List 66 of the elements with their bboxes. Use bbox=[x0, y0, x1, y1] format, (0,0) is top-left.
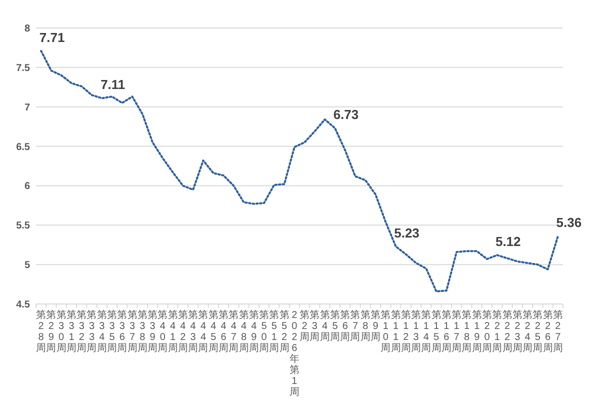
data-label: 7.71 bbox=[39, 30, 65, 45]
x-tick-label: 第47周 bbox=[228, 309, 239, 354]
y-tick-label: 6 bbox=[24, 181, 30, 192]
x-tick-label: 第3周 bbox=[310, 309, 320, 343]
x-tick-label: 第43周 bbox=[188, 309, 198, 354]
y-tick-label: 6.5 bbox=[16, 142, 30, 153]
x-tick-label: 第39周 bbox=[148, 309, 158, 354]
x-tick-label: 第52周 bbox=[279, 309, 290, 354]
x-tick-label: 第8周 bbox=[360, 309, 370, 343]
x-tick-label: 第13周 bbox=[411, 309, 422, 354]
x-tick-label: 第44周 bbox=[198, 309, 208, 354]
x-tick-label: 第31周 bbox=[66, 309, 76, 354]
x-tick-label: 第21周 bbox=[492, 309, 502, 354]
x-tick-label: 第2周 bbox=[300, 309, 310, 343]
x-tick-label: 第38周 bbox=[137, 309, 148, 354]
x-tick-label: 第26周 bbox=[542, 309, 553, 354]
y-tick-label: 5 bbox=[24, 260, 30, 272]
y-tick-label: 5.5 bbox=[16, 220, 30, 232]
data-label: 6.73 bbox=[333, 107, 359, 122]
x-tick-label: 第36周 bbox=[117, 309, 128, 354]
x-tick-label: 第9周 bbox=[370, 309, 381, 343]
x-tick-label: 第25周 bbox=[532, 309, 543, 354]
x-tick-label: 第5周 bbox=[330, 309, 340, 343]
x-tick-label: 第28周 bbox=[36, 309, 46, 354]
x-tick-label: 第30周 bbox=[56, 309, 66, 354]
x-tick-label: 第15周 bbox=[431, 309, 442, 354]
x-tick-label: 第17周 bbox=[452, 309, 462, 354]
x-tick-label: 第49周 bbox=[248, 309, 259, 354]
x-tick-label: 第37周 bbox=[127, 309, 138, 354]
x-tick-label: 第32周 bbox=[76, 309, 87, 354]
x-tick-label: 第48周 bbox=[238, 309, 249, 354]
data-label: 7.11 bbox=[100, 77, 126, 92]
x-tick-label: 第40周 bbox=[158, 309, 168, 354]
x-tick-label: 第7周 bbox=[350, 309, 360, 343]
x-tick-label: 第22周 bbox=[502, 309, 512, 354]
x-tick-label: 2026年第1周 bbox=[289, 310, 300, 398]
x-tick-label: 第45周 bbox=[208, 309, 218, 354]
data-label: 5.36 bbox=[556, 215, 582, 230]
x-tick-label: 第12周 bbox=[400, 309, 411, 354]
x-tick-label: 第35周 bbox=[107, 309, 118, 354]
x-tick-label: 第24周 bbox=[522, 309, 533, 354]
x-tick-label: 第50周 bbox=[259, 309, 270, 354]
y-tick-label: 4.5 bbox=[16, 300, 30, 310]
x-tick-label: 第19周 bbox=[472, 309, 482, 354]
x-tick-label: 第16周 bbox=[441, 309, 452, 354]
y-tick-label: 8 bbox=[24, 24, 30, 34]
x-tick-label: 第14周 bbox=[421, 309, 432, 354]
x-tick-label: 第34周 bbox=[96, 309, 107, 354]
x-tick-label: 第11周 bbox=[390, 309, 401, 354]
x-tick-label: 第20周 bbox=[482, 309, 492, 354]
x-tick-label: 第18周 bbox=[462, 309, 472, 354]
x-tick-label: 第27周 bbox=[552, 309, 563, 354]
x-tick-label: 第41周 bbox=[168, 309, 178, 354]
data-label: 5.23 bbox=[394, 225, 420, 240]
x-tick-label: 第33周 bbox=[86, 309, 97, 354]
x-tick-label: 第29周 bbox=[46, 309, 56, 354]
x-tick-label: 第23周 bbox=[512, 309, 522, 354]
y-tick-label: 7 bbox=[24, 102, 30, 114]
x-tick-label: 第10周 bbox=[380, 309, 391, 354]
x-tick-label: 第46周 bbox=[218, 309, 228, 354]
y-tick-label: 7.5 bbox=[16, 62, 30, 74]
x-tick-label: 第6周 bbox=[340, 309, 350, 343]
x-tick-label: 第42周 bbox=[178, 309, 188, 354]
data-label: 5.12 bbox=[495, 234, 521, 250]
x-tick-label: 第51周 bbox=[269, 309, 280, 354]
x-tick-label: 第4周 bbox=[320, 309, 330, 343]
